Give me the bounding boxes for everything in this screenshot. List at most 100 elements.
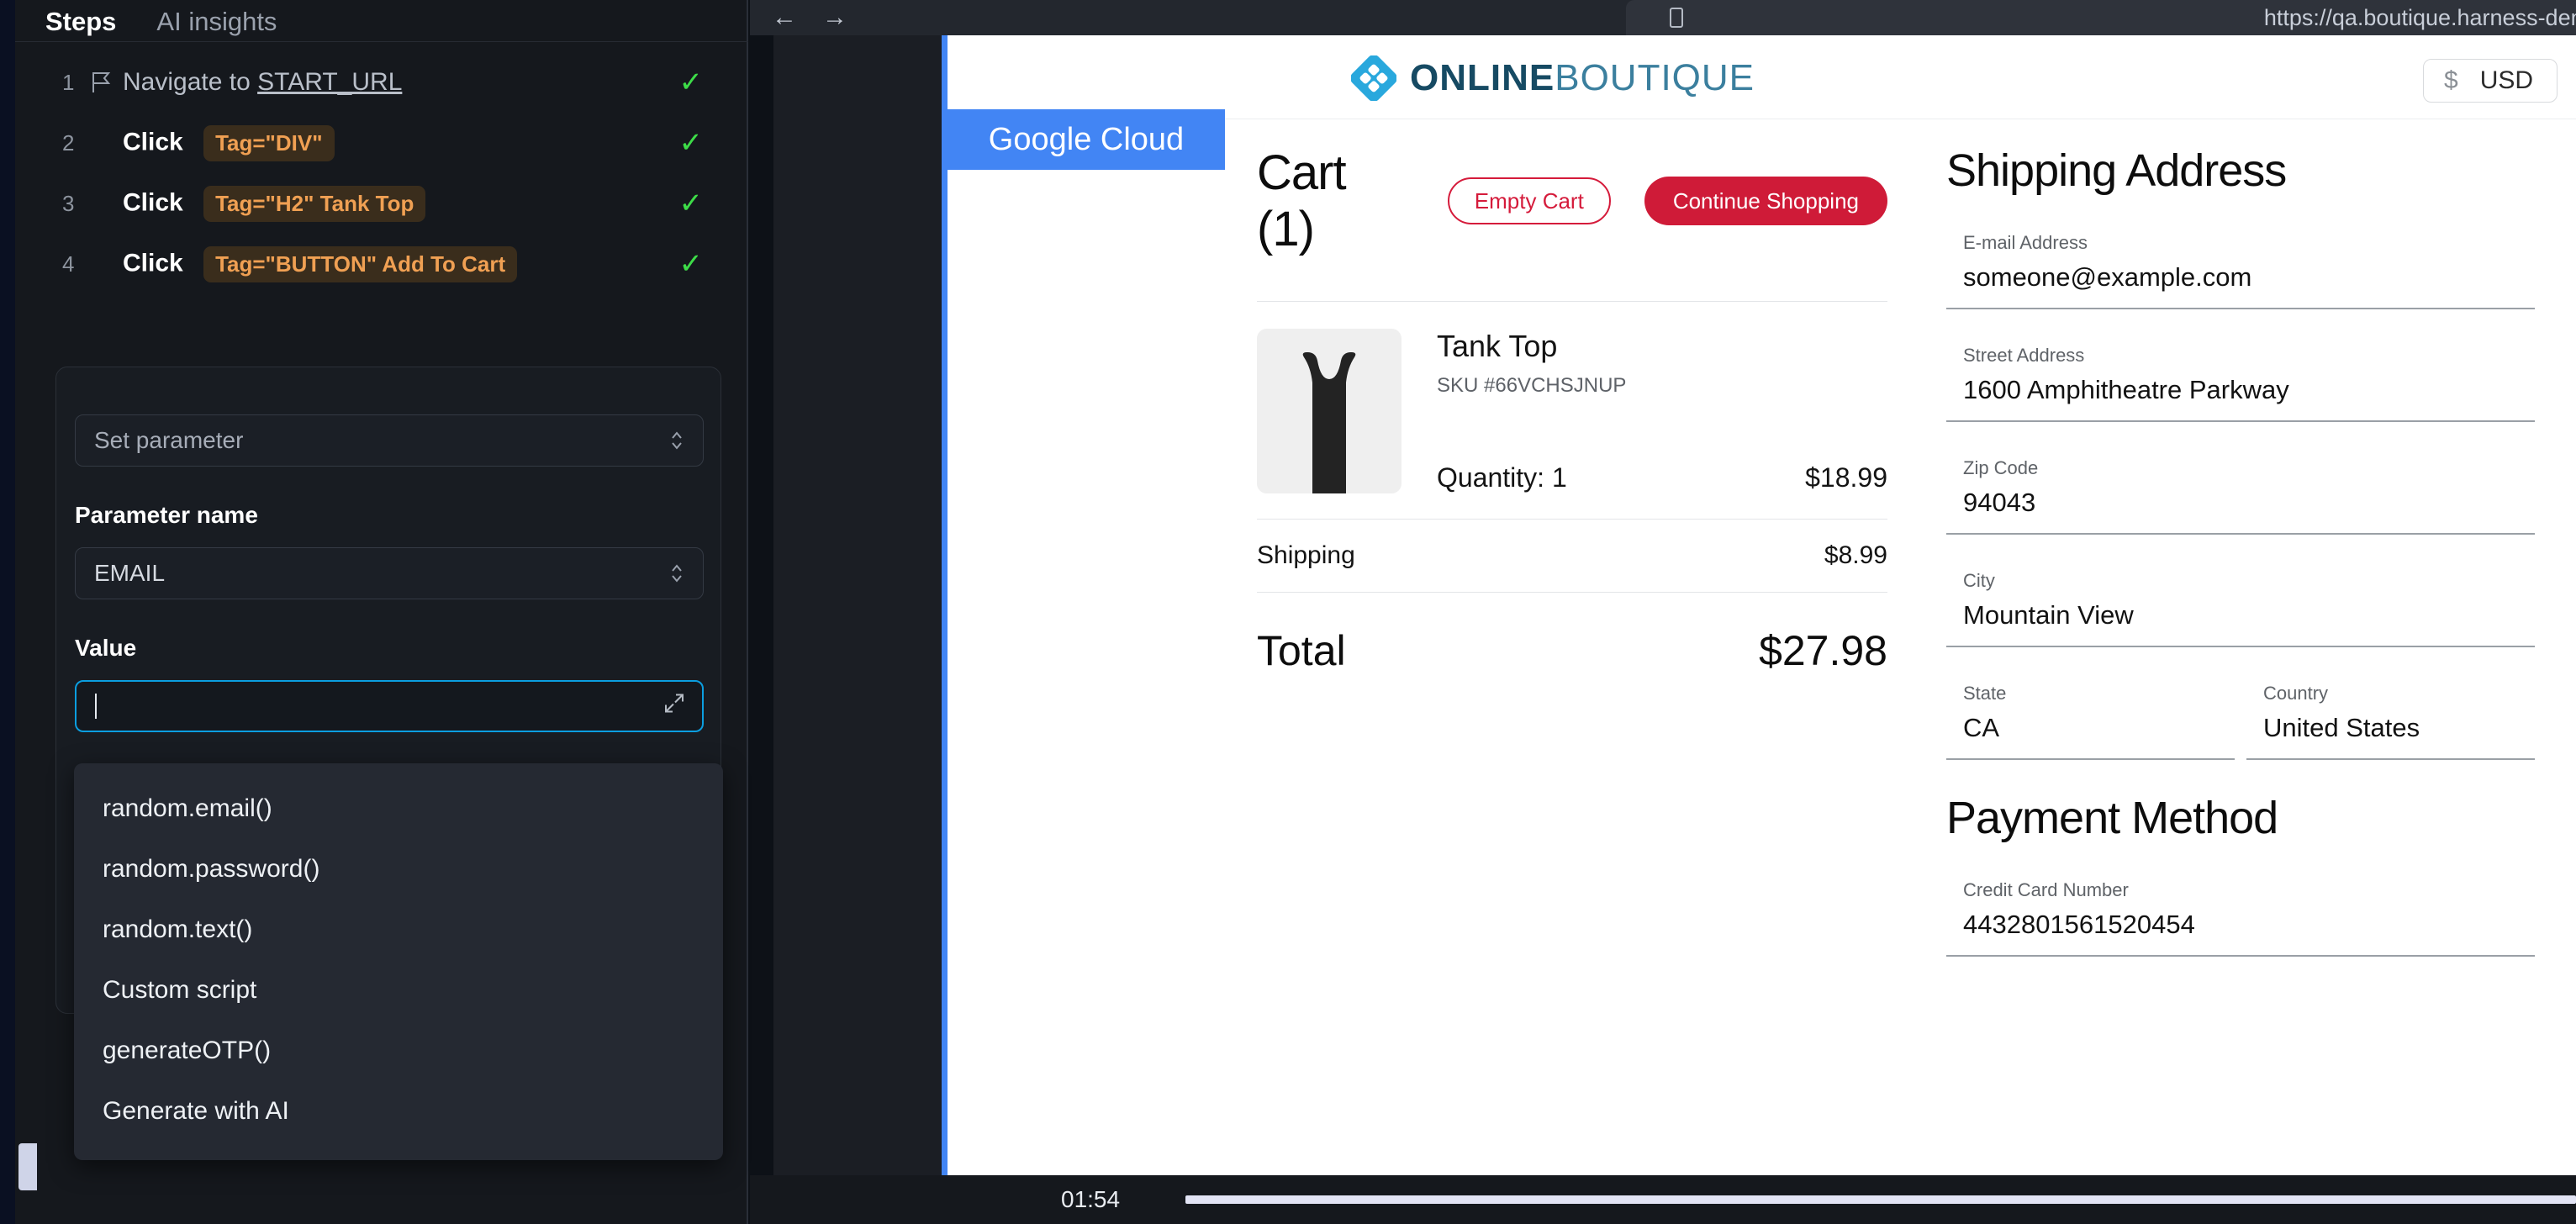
shipping-row: Shipping $8.99 <box>1257 520 1887 592</box>
credit-card-label: Credit Card Number <box>1963 879 2129 900</box>
back-icon[interactable]: ← <box>772 3 797 31</box>
set-parameter-select[interactable]: Set parameter <box>75 414 704 467</box>
parameter-name-value: EMAIL <box>94 560 166 586</box>
street-address-label: Street Address <box>1963 345 2085 366</box>
step-action-label: Navigate to <box>123 68 251 96</box>
tab-ai-insights[interactable]: AI insights <box>156 7 277 36</box>
app-left-rail <box>0 0 15 1224</box>
divider <box>1257 592 1887 593</box>
country-label: Country <box>2263 683 2329 704</box>
credit-card-value: 4432801561520454 <box>1963 910 2195 939</box>
email-field-value: someone@example.com <box>1963 262 2252 292</box>
step-action-label: Click <box>123 187 183 216</box>
step-status-check-icon: ✓ <box>678 127 704 159</box>
shipping-value: $8.99 <box>1824 541 1887 569</box>
step-status-check-icon: ✓ <box>678 66 704 98</box>
page-accent-bar <box>942 35 948 1175</box>
forward-icon[interactable]: → <box>822 3 847 31</box>
product-sku: SKU #66VCHSJNUP <box>1437 374 1627 397</box>
step-number: 2 <box>62 129 75 156</box>
step-action: Navigate to START_URL <box>123 68 402 97</box>
boutique-logo-icon <box>1351 55 1396 101</box>
cart-title: Cart (1) <box>1257 145 1347 256</box>
dropdown-option[interactable]: random.email() <box>103 794 272 822</box>
parameter-name-label: Parameter name <box>75 502 258 528</box>
dropdown-option[interactable]: generateOTP() <box>103 1037 272 1064</box>
email-field[interactable]: E-mail Address someone@example.com <box>1946 219 2535 309</box>
empty-cart-button[interactable]: Empty Cart <box>1447 177 1611 224</box>
google-cloud-badge: Google Cloud <box>948 109 1225 170</box>
dropdown-option[interactable]: Generate with AI <box>103 1097 289 1125</box>
divider <box>1257 519 1887 520</box>
logo-text-primary: ONLINE <box>1410 57 1555 98</box>
continue-shopping-button[interactable]: Continue Shopping <box>1644 177 1887 225</box>
state-field[interactable]: State CA <box>1946 669 2235 760</box>
viewport-left-gutter <box>773 35 942 1175</box>
step-target-tag: Tag="H2" Tank Top <box>203 185 426 222</box>
step-action: Click Tag="BUTTON" Add To Cart <box>123 245 518 282</box>
logo-text-secondary: BOUTIQUE <box>1555 57 1755 98</box>
dropdown-option[interactable]: Custom script <box>103 976 257 1004</box>
cart-section: Cart (1) Empty Cart Continue Shopping Ta… <box>1257 145 1887 675</box>
value-label: Value <box>75 635 137 661</box>
street-address-field[interactable]: Street Address 1600 Amphitheatre Parkway <box>1946 331 2535 422</box>
document-icon <box>1668 7 1685 33</box>
step-action: Click Tag="H2" Tank Top <box>123 185 426 222</box>
cart-item-row: Tank Top SKU #66VCHSJNUP Quantity: 1 $18… <box>1257 302 1887 493</box>
street-address-value: 1600 Amphitheatre Parkway <box>1963 375 2289 404</box>
step-row[interactable]: 3 Click Tag="H2" Tank Top ✓ <box>15 173 748 234</box>
step-status-check-icon: ✓ <box>678 248 704 280</box>
step-row[interactable]: 2 Click Tag="DIV" ✓ <box>15 113 748 173</box>
dropdown-option[interactable]: random.text() <box>103 915 253 943</box>
zip-code-label: Zip Code <box>1963 457 2039 478</box>
steps-panel: Steps AI insights 1 Navigate to START_UR… <box>15 0 748 1224</box>
step-target-tag: Tag="DIV" <box>203 124 335 161</box>
site-logo[interactable]: ONLINEBOUTIQUE <box>1351 55 1755 101</box>
email-field-label: E-mail Address <box>1963 232 2088 253</box>
cart-item-footer: Quantity: 1 $18.99 <box>1437 462 1887 493</box>
panel-resize-handle[interactable] <box>18 1143 37 1190</box>
product-quantity: Quantity: 1 <box>1437 462 1567 493</box>
step-number: 4 <box>62 251 75 277</box>
zip-code-field[interactable]: Zip Code 94043 <box>1946 444 2535 535</box>
country-field[interactable]: Country United States <box>2246 669 2535 760</box>
step-row[interactable]: 1 Navigate to START_URL ✓ <box>15 52 748 113</box>
step-status-check-icon: ✓ <box>678 187 704 219</box>
site-header: ONLINEBOUTIQUE $ USD <box>948 35 2576 119</box>
dropdown-option[interactable]: random.password() <box>103 855 320 883</box>
browser-toolbar: ← → https://qa.boutique.harness-demo.sit… <box>750 0 2576 35</box>
step-start-url-link[interactable]: START_URL <box>257 68 403 96</box>
step-number: 1 <box>62 69 75 95</box>
total-label: Total <box>1257 627 1346 674</box>
value-suggestions-dropdown: random.email() random.password() random.… <box>74 763 723 1160</box>
step-number: 3 <box>62 190 75 216</box>
step-row[interactable]: 4 Click Tag="BUTTON" Add To Cart ✓ <box>15 234 748 294</box>
shipping-address-title: Shipping Address <box>1946 145 2287 196</box>
shipping-section: Shipping Address E-mail Address someone@… <box>1946 145 2535 957</box>
currency-selector[interactable]: $ USD <box>2423 59 2558 103</box>
divider <box>1257 301 1887 302</box>
parameter-name-select[interactable]: EMAIL <box>75 547 704 599</box>
city-field[interactable]: City Mountain View <box>1946 557 2535 647</box>
timeline-scrubber[interactable] <box>1185 1195 2576 1204</box>
city-label: City <box>1963 570 1995 591</box>
shipping-label: Shipping <box>1257 541 1355 569</box>
tab-steps[interactable]: Steps <box>45 7 117 36</box>
currency-symbol: $ <box>2444 66 2458 94</box>
state-country-row: State CA Country United States <box>1946 647 2535 760</box>
url-text: https://qa.boutique.harness-demo.site/ca… <box>2263 4 2576 30</box>
total-row: Total $27.98 <box>1257 593 1887 675</box>
credit-card-field[interactable]: Credit Card Number 4432801561520454 <box>1946 866 2535 957</box>
chevron-updown-icon <box>669 430 684 451</box>
step-target-tag: Tag="BUTTON" Add To Cart <box>203 245 518 282</box>
playback-time: 01:54 <box>1061 1186 1121 1212</box>
cart-header: Cart (1) Empty Cart Continue Shopping <box>1257 145 1887 257</box>
browser-tab[interactable]: https://qa.boutique.harness-demo.site/ca… <box>1626 0 2576 35</box>
product-name[interactable]: Tank Top <box>1437 329 1558 363</box>
product-price: $18.99 <box>1805 462 1887 493</box>
city-value: Mountain View <box>1963 600 2134 630</box>
set-parameter-select-value: Set parameter <box>94 427 244 453</box>
state-value: CA <box>1963 713 2000 742</box>
expand-icon[interactable] <box>663 693 685 720</box>
value-input[interactable] <box>75 680 704 732</box>
